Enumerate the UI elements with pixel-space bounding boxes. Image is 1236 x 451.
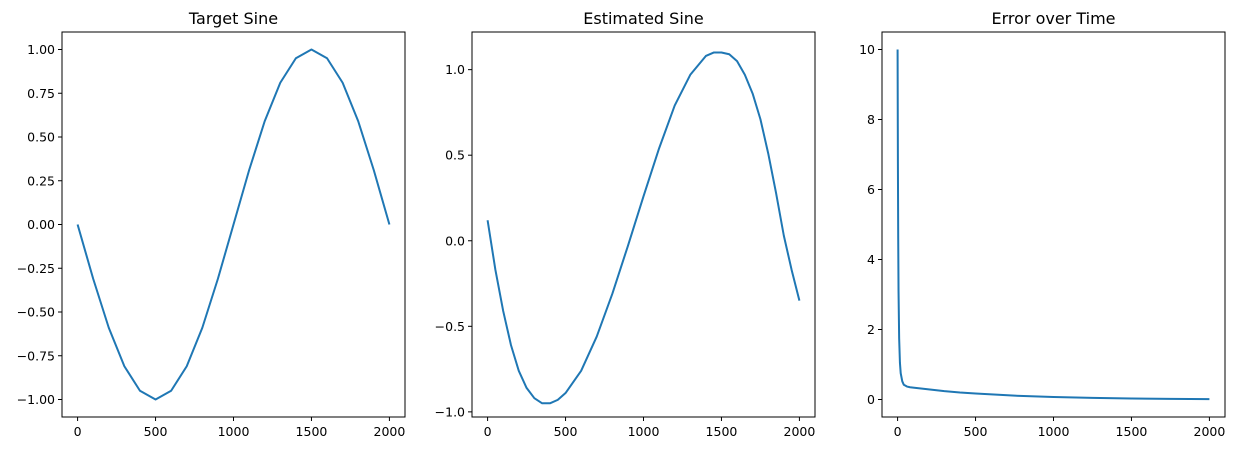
x-tick-label: 2000 (374, 424, 406, 439)
y-tick-label: 0.0 (445, 233, 465, 248)
x-tick-label: 500 (964, 424, 988, 439)
y-tick-label: 2 (867, 322, 875, 337)
subplot-1: Target Sine 0 500 1000 1500 2000 1.00 0.75 0.50 0… (17, 9, 406, 439)
y-tick-label: 0.00 (27, 217, 55, 232)
y-tick-label: −0.75 (17, 348, 55, 363)
y-tick-label: 0.5 (445, 148, 465, 163)
x-tick-label: 0 (484, 424, 492, 439)
y-tick-label: 0.75 (27, 86, 55, 101)
chart-title: Target Sine (188, 9, 278, 28)
y-tick-label: 10 (859, 42, 875, 57)
subplot-3: Error over Time 0 500 1000 1500 2000 10 8 6 4 2 0 (859, 9, 1226, 439)
x-tick-label: 1000 (1038, 424, 1070, 439)
series-line (76, 48, 391, 401)
x-tick-label: 1000 (628, 424, 660, 439)
y-tick-label: 4 (867, 252, 875, 267)
x-tick-label: 2000 (784, 424, 816, 439)
x-tick-label: 1000 (218, 424, 250, 439)
y-tick-label: 0.50 (27, 130, 55, 145)
y-tick-label: 1.00 (27, 42, 55, 57)
chart-title: Estimated Sine (583, 9, 704, 28)
y-tick-label: −1.0 (435, 404, 465, 419)
chart-title: Error over Time (991, 9, 1115, 28)
y-tick-label: −0.50 (17, 305, 55, 320)
x-tick-label: 0 (74, 424, 82, 439)
x-tick-label: 0 (894, 424, 902, 439)
x-tick-label: 1500 (1116, 424, 1148, 439)
y-tick-label: −0.5 (435, 319, 465, 334)
y-tick-label: −0.25 (17, 261, 55, 276)
y-tick-label: 8 (867, 112, 875, 127)
x-tick-label: 1500 (296, 424, 328, 439)
y-tick-label: 6 (867, 182, 875, 197)
x-tick-label: 2000 (1194, 424, 1226, 439)
x-tick-label: 500 (554, 424, 578, 439)
series-line (896, 49, 1210, 401)
x-tick-label: 1500 (706, 424, 738, 439)
y-tick-label: −1.00 (17, 392, 55, 407)
subplot-2: Estimated Sine 0 500 1000 1500 2000 1.0 0.5 0.0 −… (435, 9, 816, 439)
series-line (486, 51, 801, 405)
y-tick-label: 0 (867, 392, 875, 407)
y-tick-label: 1.0 (445, 62, 465, 77)
x-tick-label: 500 (144, 424, 168, 439)
y-tick-label: 0.25 (27, 173, 55, 188)
